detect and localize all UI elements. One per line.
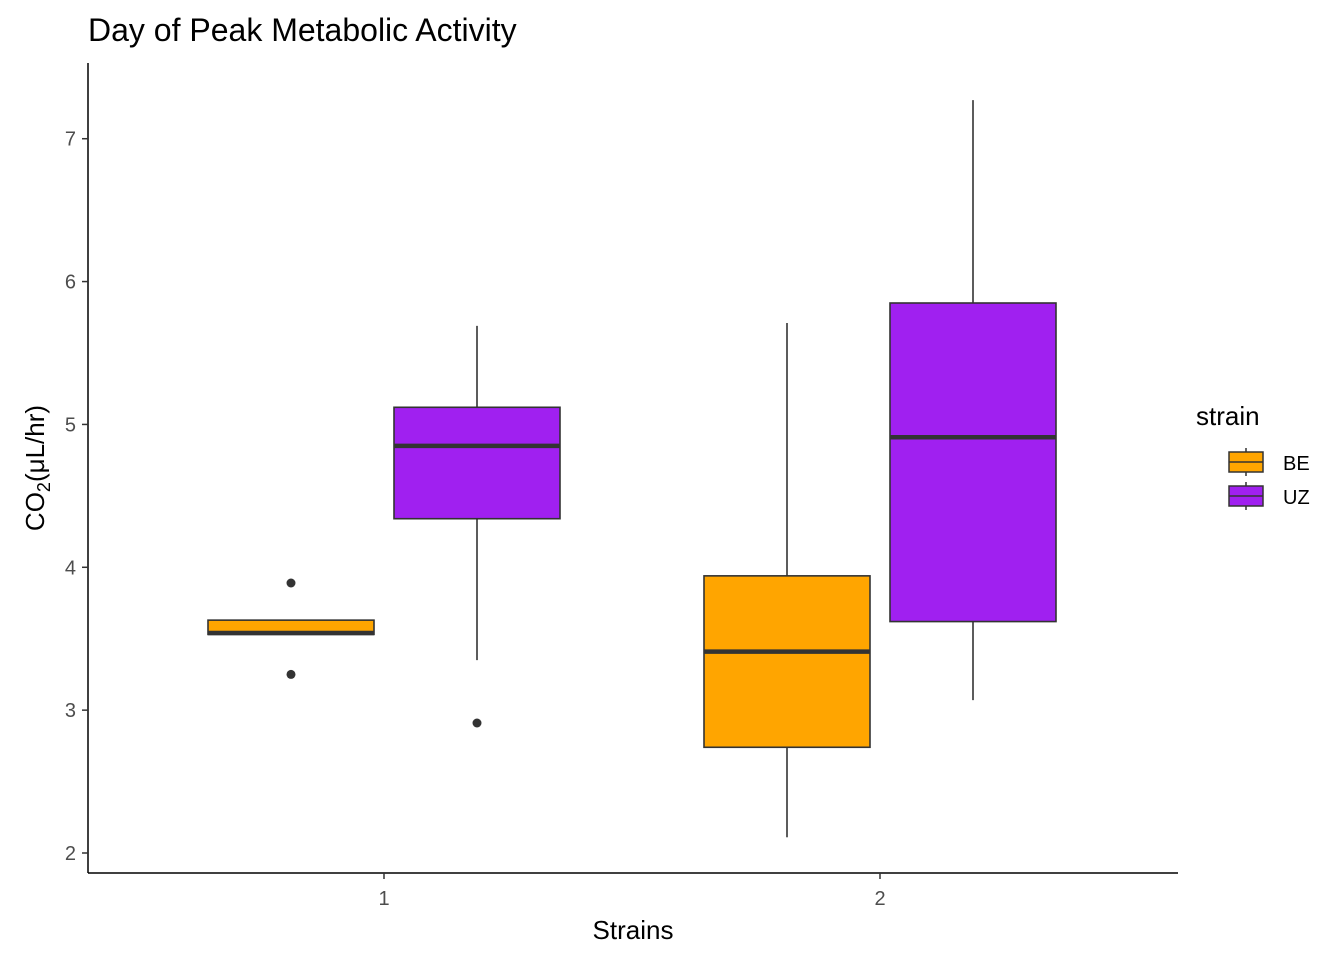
y-axis-title-subscript: 2 [34, 482, 54, 492]
legend-title: strain [1196, 401, 1260, 431]
plot-area [207, 100, 1057, 838]
box-iqr [393, 406, 561, 520]
x-axis-title: Strains [593, 915, 674, 945]
x-tick-label: 1 [378, 888, 389, 910]
box-2-be [703, 323, 871, 838]
y-tick-label: 7 [65, 129, 76, 151]
legend-label: BE [1283, 453, 1310, 475]
x-tick-label: 2 [874, 888, 885, 910]
y-axis-title-unit: (μL/hr) [20, 405, 50, 482]
legend-item-uz: UZ [1228, 482, 1310, 510]
legend: strain BE UZ [1196, 401, 1310, 510]
outlier-point [286, 578, 296, 588]
box-1-be [207, 578, 375, 679]
y-axis-title: CO2(μL/hr) [20, 405, 54, 531]
legend-keys: BE UZ [1228, 448, 1310, 510]
y-tick-label: 6 [65, 272, 76, 294]
y-tick-label: 4 [65, 557, 76, 579]
y-axis-ticks: 2 3 4 5 6 7 [65, 129, 88, 865]
outlier-point [472, 718, 482, 728]
chart-title: Day of Peak Metabolic Activity [88, 12, 517, 48]
y-tick-label: 2 [65, 843, 76, 865]
y-tick-label: 3 [65, 700, 76, 722]
legend-label: UZ [1283, 487, 1310, 509]
legend-item-be: BE [1228, 448, 1310, 476]
y-tick-label: 5 [65, 414, 76, 436]
box-2-uz [889, 100, 1057, 701]
box-iqr [889, 302, 1057, 623]
box-1-uz [393, 325, 561, 728]
outlier-point [286, 669, 296, 679]
box-iqr [703, 575, 871, 749]
y-axis-title-main: CO [20, 492, 50, 531]
